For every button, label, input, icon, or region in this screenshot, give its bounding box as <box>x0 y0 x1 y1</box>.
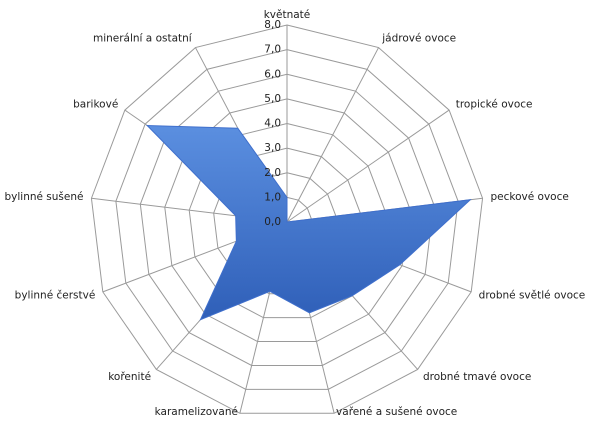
grid-line <box>139 73 435 366</box>
category-label: bylinné sušené <box>4 191 83 203</box>
category-label: barikové <box>73 98 118 110</box>
r-tick-label: 5,0 <box>264 93 281 105</box>
category-label: květnaté <box>264 9 311 21</box>
category-label: vařené a sušené ovoce <box>336 406 457 418</box>
r-tick-label: 0,0 <box>264 216 281 228</box>
category-label: minerální a ostatní <box>93 33 193 45</box>
spoke <box>286 47 379 223</box>
r-tick-label: 2,0 <box>264 167 281 179</box>
category-label: karamelizované <box>155 406 238 418</box>
category-label: jádrové ovoce <box>381 33 456 45</box>
category-label: drobné tmavé ovoce <box>423 371 531 383</box>
r-tick-label: 4,0 <box>264 118 281 130</box>
r-tick-label: 1,0 <box>264 191 281 203</box>
category-label: kořenité <box>108 371 151 383</box>
spoke <box>286 109 450 223</box>
r-tick-label: 3,0 <box>264 142 281 154</box>
category-label: tropické ovoce <box>456 98 533 110</box>
grid-line <box>90 24 484 414</box>
category-label: drobné světlé ovoce <box>479 289 586 301</box>
series-area <box>145 124 472 321</box>
r-tick-label: 8,0 <box>264 19 281 31</box>
r-tick-label: 7,0 <box>264 44 281 56</box>
grid-line <box>115 49 459 390</box>
category-label: bylinné čerstvé <box>15 289 96 301</box>
category-label: peckové ovoce <box>491 191 569 203</box>
r-tick-label: 6,0 <box>264 68 281 80</box>
